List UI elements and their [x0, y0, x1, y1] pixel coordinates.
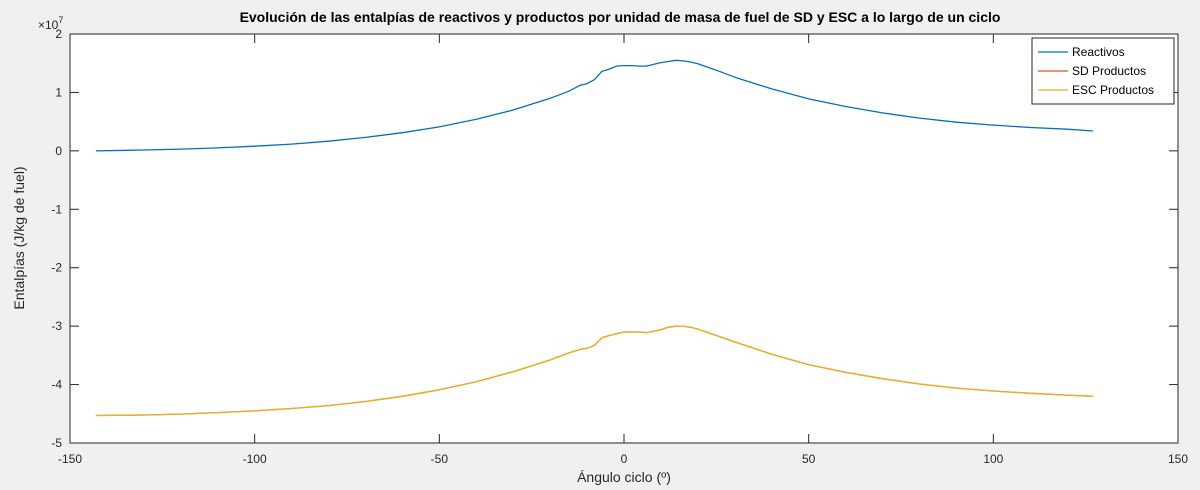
- legend-label: SD Productos: [1072, 64, 1146, 78]
- y-tick-label: 2: [55, 27, 62, 41]
- y-exponent-base: ×10: [38, 18, 59, 32]
- x-tick-label: 100: [983, 452, 1003, 466]
- y-tick-label: -2: [51, 261, 62, 275]
- y-tick-label: 0: [55, 144, 62, 158]
- series-line-1: [95, 59, 1094, 152]
- legend-label: ESC Productos: [1072, 83, 1154, 97]
- x-tick-label: -100: [243, 452, 267, 466]
- x-tick-label: -50: [431, 452, 449, 466]
- x-tick-label: -150: [58, 452, 82, 466]
- legend-label: Reactivos: [1072, 45, 1125, 59]
- plot-area: [70, 34, 1178, 443]
- series-layer: [95, 59, 1094, 417]
- x-tick-label: 150: [1168, 452, 1188, 466]
- y-tick-label: -3: [51, 319, 62, 333]
- y-axis-label: Entalpías (J/kg de fuel): [11, 166, 27, 309]
- x-axis-label: Ángulo ciclo (º): [577, 469, 671, 485]
- legend: Reactivos SD Productos ESC Productos: [1031, 37, 1175, 105]
- x-tick-label: 0: [621, 452, 628, 466]
- chart-title: Evolución de las entalpías de reactivos …: [240, 9, 1001, 25]
- y-tick-label: -1: [51, 202, 62, 216]
- y-tick-label: -5: [51, 436, 62, 450]
- y-tick-label: 1: [55, 85, 62, 99]
- y-exponent-label: ×107: [38, 15, 63, 32]
- series-line-3: [95, 325, 1094, 417]
- ticks-layer: -150 -100 -50 0 50 100 150 -5 -4 -3 -2 -1 0 1 2: [51, 27, 1188, 466]
- y-tick-label: -4: [51, 378, 62, 392]
- x-tick-label: 50: [802, 452, 816, 466]
- y-exponent-power: 7: [58, 15, 63, 25]
